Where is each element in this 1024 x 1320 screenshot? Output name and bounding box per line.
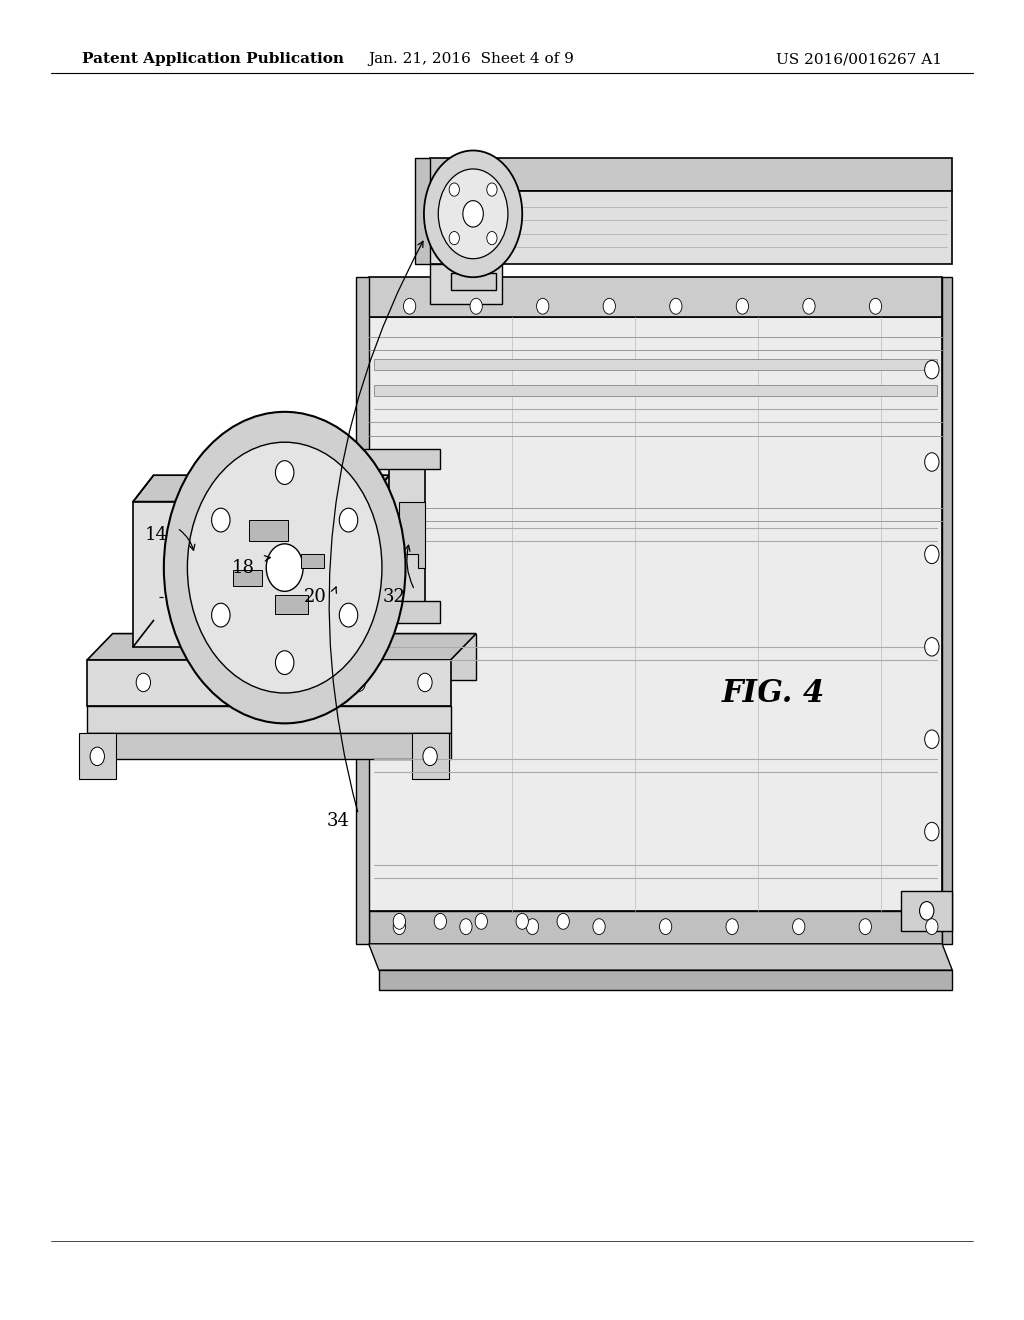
- Circle shape: [925, 360, 939, 379]
- Polygon shape: [369, 944, 952, 970]
- Circle shape: [557, 913, 569, 929]
- Circle shape: [434, 913, 446, 929]
- Polygon shape: [379, 970, 952, 990]
- Text: Jan. 21, 2016  Sheet 4 of 9: Jan. 21, 2016 Sheet 4 of 9: [368, 53, 574, 66]
- Circle shape: [925, 545, 939, 564]
- Circle shape: [537, 298, 549, 314]
- Circle shape: [438, 169, 508, 259]
- Circle shape: [670, 298, 682, 314]
- Circle shape: [423, 747, 437, 766]
- Polygon shape: [369, 911, 942, 944]
- Circle shape: [450, 183, 460, 197]
- Circle shape: [925, 638, 939, 656]
- Circle shape: [164, 412, 406, 723]
- Circle shape: [925, 453, 939, 471]
- Bar: [233, 570, 262, 586]
- Circle shape: [280, 673, 294, 692]
- Text: Patent Application Publication: Patent Application Publication: [82, 53, 344, 66]
- Circle shape: [275, 651, 294, 675]
- Polygon shape: [133, 475, 389, 502]
- Circle shape: [920, 902, 934, 920]
- Polygon shape: [369, 317, 942, 911]
- Polygon shape: [430, 158, 952, 191]
- Bar: [275, 595, 308, 614]
- Circle shape: [460, 919, 472, 935]
- Polygon shape: [154, 475, 389, 620]
- Circle shape: [526, 919, 539, 935]
- Polygon shape: [389, 462, 425, 607]
- Polygon shape: [942, 277, 952, 944]
- Polygon shape: [87, 733, 451, 759]
- Circle shape: [463, 201, 483, 227]
- Circle shape: [793, 919, 805, 935]
- Bar: [249, 520, 288, 541]
- Polygon shape: [364, 449, 440, 469]
- Polygon shape: [87, 660, 451, 706]
- Bar: [301, 554, 324, 568]
- Circle shape: [659, 919, 672, 935]
- Text: 14: 14: [145, 525, 168, 544]
- Polygon shape: [374, 359, 937, 370]
- Circle shape: [803, 298, 815, 314]
- Polygon shape: [430, 191, 952, 264]
- Circle shape: [208, 673, 222, 692]
- Text: FIG. 4: FIG. 4: [722, 677, 824, 709]
- Polygon shape: [369, 601, 440, 623]
- Circle shape: [187, 442, 382, 693]
- Circle shape: [869, 298, 882, 314]
- Circle shape: [90, 747, 104, 766]
- Circle shape: [475, 913, 487, 929]
- Circle shape: [486, 231, 497, 244]
- Circle shape: [470, 298, 482, 314]
- Circle shape: [339, 508, 357, 532]
- Polygon shape: [113, 634, 476, 680]
- Circle shape: [275, 461, 294, 484]
- Text: 20: 20: [304, 587, 327, 606]
- Polygon shape: [430, 264, 502, 304]
- Polygon shape: [79, 733, 116, 779]
- Circle shape: [339, 603, 357, 627]
- Circle shape: [424, 150, 522, 277]
- Circle shape: [212, 508, 230, 532]
- Polygon shape: [87, 634, 476, 660]
- Circle shape: [393, 919, 406, 935]
- Circle shape: [859, 919, 871, 935]
- Polygon shape: [901, 891, 952, 931]
- Circle shape: [593, 919, 605, 935]
- Polygon shape: [415, 158, 430, 264]
- Circle shape: [925, 730, 939, 748]
- Circle shape: [925, 822, 939, 841]
- Circle shape: [212, 603, 230, 627]
- Polygon shape: [356, 277, 369, 944]
- Circle shape: [351, 673, 366, 692]
- Circle shape: [516, 913, 528, 929]
- Text: 18: 18: [232, 558, 255, 577]
- Circle shape: [266, 544, 303, 591]
- Circle shape: [736, 298, 749, 314]
- Polygon shape: [412, 733, 449, 779]
- Circle shape: [403, 298, 416, 314]
- Circle shape: [726, 919, 738, 935]
- Circle shape: [926, 919, 938, 935]
- Circle shape: [450, 231, 460, 244]
- Polygon shape: [369, 277, 942, 317]
- Polygon shape: [451, 273, 496, 290]
- Circle shape: [136, 673, 151, 692]
- Text: US 2016/0016267 A1: US 2016/0016267 A1: [776, 53, 942, 66]
- Polygon shape: [374, 385, 937, 396]
- Circle shape: [486, 183, 497, 197]
- Text: 32: 32: [383, 587, 406, 606]
- Circle shape: [393, 913, 406, 929]
- Polygon shape: [87, 706, 451, 733]
- Text: 34: 34: [327, 812, 349, 830]
- Circle shape: [603, 298, 615, 314]
- Polygon shape: [399, 502, 425, 568]
- Polygon shape: [133, 502, 369, 647]
- Circle shape: [418, 673, 432, 692]
